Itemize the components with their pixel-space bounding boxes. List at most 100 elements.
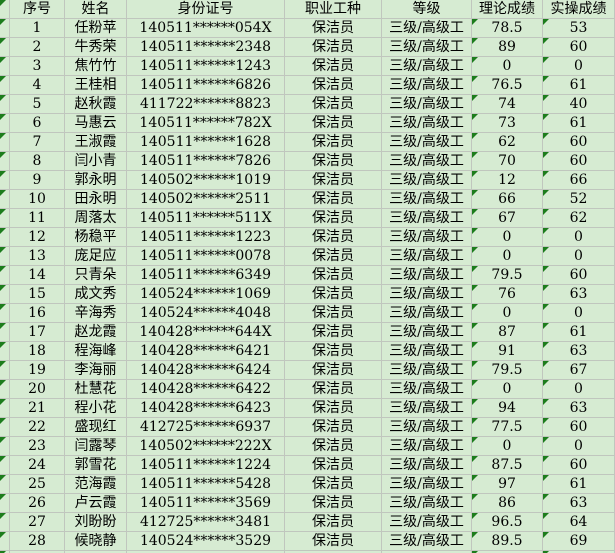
cell-name[interactable]: 范海霞 [65,475,127,494]
cell-occupation[interactable]: 保洁员 [285,304,382,323]
cell-occupation[interactable]: 保洁员 [285,437,382,456]
cell-serial[interactable]: 24 [10,456,65,475]
cell-theory-score[interactable]: 77.5 [472,418,543,437]
cell-level[interactable]: 三级/高级工 [382,266,472,285]
cell-id-number[interactable]: 140511******6349 [127,266,285,285]
cell-practical-score[interactable]: 0 [543,57,615,76]
cell-name[interactable]: 田永明 [65,190,127,209]
cell-practical-score[interactable]: 66 [543,171,615,190]
cell-id-number[interactable]: 140511******3569 [127,494,285,513]
cell-name[interactable]: 成文秀 [65,285,127,304]
cell-occupation[interactable]: 保洁员 [285,418,382,437]
cell-name[interactable]: 闫露琴 [65,437,127,456]
cell-name[interactable]: 郭永明 [65,171,127,190]
cell-name[interactable]: 李海丽 [65,361,127,380]
cell-level[interactable]: 三级/高级工 [382,247,472,266]
cell-id-number[interactable]: 140502******1019 [127,171,285,190]
cell-id-number[interactable]: 140511******1243 [127,57,285,76]
cell-serial[interactable]: 1 [10,19,65,38]
cell-name[interactable]: 只青朵 [65,266,127,285]
cell-practical-score[interactable]: 63 [543,494,615,513]
cell-id-number[interactable]: 140511******1628 [127,133,285,152]
col-header-theory-score[interactable]: 理论成绩 [472,0,543,19]
cell-name[interactable]: 杜慧花 [65,380,127,399]
cell-id-number[interactable]: 140428******6424 [127,361,285,380]
cell-name[interactable]: 王桂相 [65,76,127,95]
cell-theory-score[interactable]: 79.5 [472,266,543,285]
cell-level[interactable] [382,551,472,553]
cell-name[interactable]: 赵秋霞 [65,95,127,114]
cell-serial[interactable]: 8 [10,152,65,171]
cell-practical-score[interactable]: 61 [543,76,615,95]
cell-theory-score[interactable]: 79.5 [472,361,543,380]
cell-level[interactable]: 三级/高级工 [382,475,472,494]
cell-serial[interactable]: 5 [10,95,65,114]
row-marker-cell[interactable] [0,266,10,285]
cell-occupation[interactable]: 保洁员 [285,456,382,475]
cell-level[interactable]: 三级/高级工 [382,38,472,57]
cell-occupation[interactable]: 保洁员 [285,513,382,532]
cell-id-number[interactable]: 140524******4048 [127,304,285,323]
cell-serial[interactable]: 25 [10,475,65,494]
cell-serial[interactable]: 15 [10,285,65,304]
cell-name[interactable]: 任粉苹 [65,19,127,38]
cell-theory-score[interactable]: 0 [472,304,543,323]
cell-level[interactable]: 三级/高级工 [382,133,472,152]
cell-id-number[interactable]: 140502******2511 [127,190,285,209]
cell-id-number[interactable]: 140511******7826 [127,152,285,171]
cell-level[interactable]: 三级/高级工 [382,228,472,247]
cell-id-number[interactable]: 140511******511X [127,209,285,228]
cell-id-number[interactable]: 140502******222X [127,437,285,456]
cell-level[interactable]: 三级/高级工 [382,456,472,475]
col-header-practical-score[interactable]: 实操成绩 [543,0,615,19]
cell-occupation[interactable]: 保洁员 [285,57,382,76]
cell-level[interactable]: 三级/高级工 [382,323,472,342]
row-marker-cell[interactable] [0,209,10,228]
cell-level[interactable]: 三级/高级工 [382,95,472,114]
cell-level[interactable]: 三级/高级工 [382,190,472,209]
cell-theory-score[interactable]: 62 [472,133,543,152]
cell-name[interactable]: 马惠云 [65,114,127,133]
cell-theory-score[interactable]: 91 [472,342,543,361]
cell-name[interactable]: 杨稳平 [65,228,127,247]
row-marker-cell[interactable] [0,114,10,133]
cell-practical-score[interactable]: 0 [543,228,615,247]
cell-theory-score[interactable]: 0 [472,57,543,76]
cell-occupation[interactable]: 保洁员 [285,38,382,57]
row-marker-cell[interactable] [0,38,10,57]
cell-theory-score[interactable]: 89.5 [472,532,543,551]
cell-theory-score[interactable]: 74 [472,95,543,114]
cell-occupation[interactable]: 保洁员 [285,133,382,152]
cell-id-number[interactable]: 140511******5428 [127,475,285,494]
cell-name[interactable]: 辛海秀 [65,304,127,323]
row-marker-cell[interactable] [0,19,10,38]
row-marker-cell[interactable] [0,323,10,342]
cell-serial[interactable]: 17 [10,323,65,342]
cell-name[interactable]: 程小花 [65,399,127,418]
cell-occupation[interactable]: 保洁员 [285,475,382,494]
cell-name[interactable]: 牛秀荣 [65,38,127,57]
cell-serial[interactable]: 26 [10,494,65,513]
cell-theory-score[interactable]: 96.5 [472,513,543,532]
cell-id-number[interactable]: 140524******3529 [127,532,285,551]
col-header-level[interactable]: 等级 [382,0,472,19]
cell-serial[interactable]: 11 [10,209,65,228]
col-header-id-number[interactable]: 身份证号 [127,0,285,19]
row-marker-cell[interactable] [0,76,10,95]
cell-id-number[interactable]: 412725******3481 [127,513,285,532]
cell-theory-score[interactable]: 87.5 [472,456,543,475]
cell-id-number[interactable]: 140511******1224 [127,456,285,475]
row-marker-cell[interactable] [0,57,10,76]
cell-level[interactable]: 三级/高级工 [382,304,472,323]
cell-practical-score[interactable]: 0 [543,247,615,266]
row-marker-cell[interactable] [0,228,10,247]
col-header-serial[interactable]: 序号 [10,0,65,19]
cell-serial[interactable]: 6 [10,114,65,133]
row-marker-cell[interactable] [0,304,10,323]
row-marker-cell[interactable] [0,152,10,171]
cell-level[interactable]: 三级/高级工 [382,418,472,437]
cell-id-number[interactable]: 140524******1069 [127,285,285,304]
cell-practical-score[interactable]: 60 [543,133,615,152]
cell-name[interactable] [65,551,127,553]
row-marker-cell[interactable] [0,513,10,532]
